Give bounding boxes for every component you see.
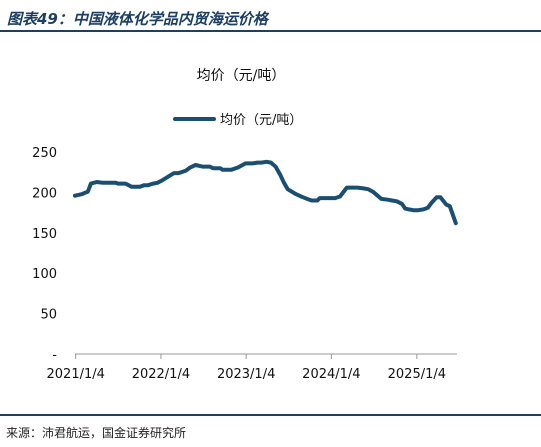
figure-title: 图表49：中国液体化学品内贸海运价格 xyxy=(7,10,268,28)
source-note: 来源：沛君航运，国金证券研究所 xyxy=(6,426,187,440)
y-tick-label: 50 xyxy=(40,308,57,323)
plot-area xyxy=(73,159,458,226)
x-axis: 2021/1/4 2022/1/4 2023/1/4 2024/1/4 2025/1/4 xyxy=(47,353,457,382)
y-tick-label: 100 xyxy=(32,267,57,282)
x-tick-label: 2021/1/4 xyxy=(47,367,105,382)
y-tick-label: 200 xyxy=(32,186,57,201)
x-tick-label: 2024/1/4 xyxy=(302,367,360,382)
x-tick-label: 2025/1/4 xyxy=(388,367,446,382)
x-tick-label: 2023/1/4 xyxy=(217,367,275,382)
x-tick-label: 2022/1/4 xyxy=(132,367,190,382)
line-chart: 均价（元/吨） 均价（元/吨） - 50 100 150 200 250 2021/1/4… xyxy=(32,68,458,382)
y-tick-label: 250 xyxy=(32,146,57,161)
bottom-rule xyxy=(0,414,541,416)
y-axis: - 50 100 150 200 250 xyxy=(32,146,57,363)
series-line xyxy=(73,159,458,226)
y-tick-label: 150 xyxy=(32,227,57,242)
y-tick-label: - xyxy=(52,348,57,363)
legend: 均价（元/吨） xyxy=(173,113,302,128)
legend-label: 均价（元/吨） xyxy=(220,113,302,128)
top-rule xyxy=(0,30,541,32)
chart-title: 均价（元/吨） xyxy=(197,68,286,84)
